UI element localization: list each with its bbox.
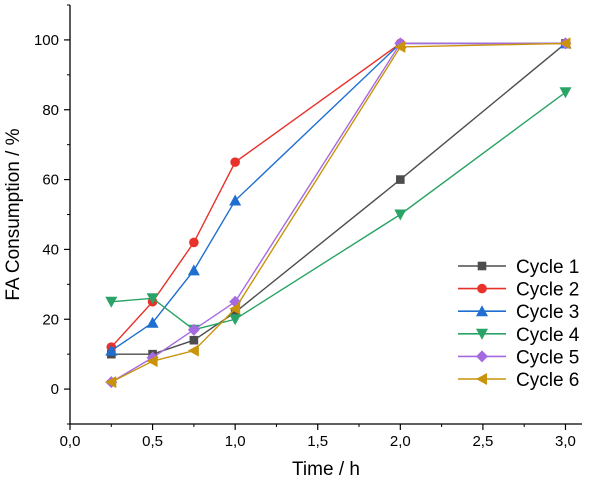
legend-label: Cycle 2 (516, 280, 579, 301)
y-axis-ticks: 0 20 40 60 80 100 (34, 4, 70, 425)
series-5 (105, 37, 572, 389)
data-point (229, 302, 241, 315)
x-tick-label: 2,5 (472, 433, 493, 450)
series-2 (106, 38, 571, 352)
series-6 (105, 37, 571, 389)
x-tick-label: 3,0 (555, 433, 576, 450)
data-point (394, 40, 406, 53)
x-tick-label: 0,0 (60, 433, 81, 450)
x-tick-label: 0,5 (142, 433, 163, 450)
y-tick-label: 100 (34, 32, 59, 49)
data-point (189, 237, 199, 248)
series-line (110, 42, 566, 383)
series-4 (105, 87, 572, 336)
legend-marker (476, 305, 488, 317)
legend-label: Cycle 4 (516, 325, 580, 346)
data-point (105, 344, 118, 356)
x-tick-label: 1,5 (307, 433, 328, 450)
data-point (187, 264, 200, 276)
series-3 (105, 37, 572, 356)
x-tick-label: 2,0 (390, 433, 411, 450)
legend-marker (476, 350, 488, 363)
data-point (189, 335, 199, 345)
legend-item: Cycle 1 (458, 257, 579, 278)
data-point (559, 37, 571, 50)
legend-marker (476, 373, 487, 385)
y-tick-label: 20 (42, 311, 59, 328)
y-tick-label: 80 (42, 102, 59, 119)
legend-label: Cycle 6 (516, 370, 579, 391)
data-point (146, 355, 158, 368)
legend-item: Cycle 4 (458, 325, 580, 346)
y-axis-title: FA Consumption / % (3, 128, 24, 300)
series-layer (105, 37, 572, 389)
data-point (105, 376, 117, 389)
legend-label: Cycle 3 (516, 302, 579, 323)
data-point (229, 194, 242, 206)
legend-item: Cycle 5 (458, 347, 579, 368)
x-tick-label: 1,0 (225, 433, 246, 450)
legend-marker (477, 283, 487, 294)
legend-marker (477, 261, 487, 271)
legend-label: Cycle 5 (516, 347, 579, 368)
data-point (105, 296, 118, 308)
x-axis-title: Time / h (292, 459, 360, 480)
series-line (110, 42, 566, 348)
y-tick-label: 40 (42, 241, 59, 258)
series-line (110, 42, 566, 352)
series-line (111, 91, 566, 331)
legend-item: Cycle 6 (458, 370, 579, 391)
legend-label: Cycle 1 (516, 257, 579, 278)
legend-item: Cycle 2 (458, 280, 579, 301)
data-point (230, 307, 240, 317)
data-point (146, 293, 159, 305)
data-point (146, 316, 159, 328)
legend-item: Cycle 3 (458, 302, 579, 323)
legend-marker (476, 328, 488, 340)
y-tick-label: 60 (42, 172, 59, 189)
data-point (396, 175, 405, 184)
series-line (111, 42, 566, 355)
data-point (187, 344, 199, 357)
data-point (230, 157, 240, 167)
data-point (187, 323, 200, 336)
x-axis-ticks: 0,0 0,5 1,0 1,5 2,0 2,5 3,0 (60, 424, 576, 450)
data-point (229, 314, 242, 326)
series-line (110, 42, 566, 383)
y-tick-label: 0 (51, 381, 59, 398)
data-point (559, 87, 572, 99)
data-point (394, 209, 407, 221)
